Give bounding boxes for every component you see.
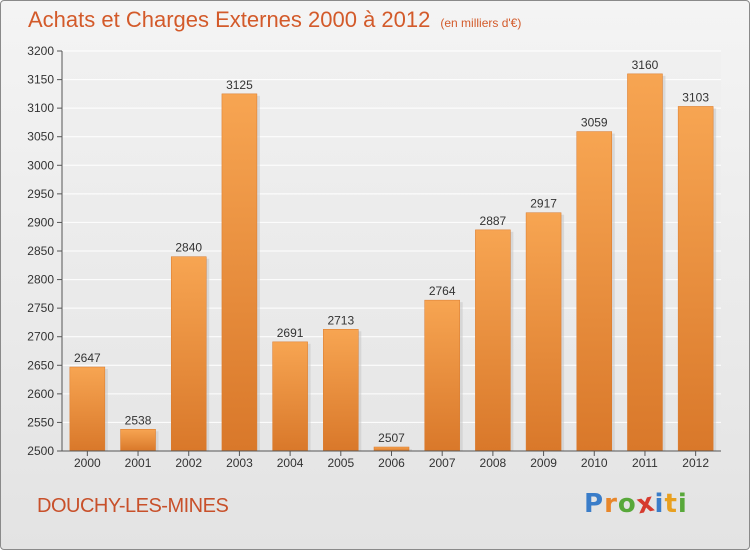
x-tick-label: 2007 <box>429 456 456 470</box>
bar-value-label: 2691 <box>277 326 304 340</box>
bar-2002 <box>170 256 207 452</box>
bar-2007 <box>424 299 460 452</box>
logo-letter: r <box>604 489 618 519</box>
logo-letter: i <box>654 489 665 519</box>
bar-2003 <box>221 93 258 452</box>
y-tick-label: 3000 <box>27 158 54 172</box>
y-tick-label: 2950 <box>27 187 54 201</box>
y-tick-label: 2700 <box>27 330 54 344</box>
bar-2001 <box>120 429 156 452</box>
y-tick-label: 2800 <box>27 273 54 287</box>
chart-title: Achats et Charges Externes 2000 à 2012 <box>28 7 431 32</box>
x-tick-label: 2002 <box>175 456 202 470</box>
bar-2011 <box>627 73 663 452</box>
x-tick-label: 2004 <box>277 456 304 470</box>
y-tick-label: 2850 <box>27 244 54 258</box>
bar-value-label: 2538 <box>125 413 152 427</box>
bar-2004 <box>272 341 308 452</box>
y-tick-label: 3100 <box>27 101 54 115</box>
y-tick-label: 2600 <box>27 387 54 401</box>
bar-value-label: 2840 <box>175 241 202 255</box>
bar-2000 <box>69 366 106 452</box>
logo-letter: i <box>677 489 688 519</box>
x-axis-ticks: 2000 2001 2002 2003 2004 2005 2006 2007 2008 2009… <box>74 451 709 470</box>
logo-letter: o <box>617 489 637 519</box>
y-tick-label: 2750 <box>27 301 54 315</box>
bar-value-label: 3059 <box>581 116 608 130</box>
chart-unit: (en milliers d'€) <box>440 16 522 30</box>
bar-value-label: 3103 <box>682 90 709 104</box>
y-tick-label: 3050 <box>27 130 54 144</box>
x-tick-label: 2000 <box>74 456 101 470</box>
y-tick-label: 2500 <box>27 444 54 458</box>
y-tick-label: 3200 <box>27 44 54 58</box>
logo-letter: P <box>584 489 605 519</box>
logo-letter: t <box>664 489 678 519</box>
town-name: DOUCHY-LES-MINES <box>37 495 229 517</box>
grid-lines <box>62 50 721 452</box>
bar-value-label: 2713 <box>327 313 354 327</box>
x-tick-label: 2001 <box>125 456 152 470</box>
x-tick-label: 2010 <box>581 456 608 470</box>
bar-2010 <box>576 131 613 452</box>
bar-value-label: 2647 <box>74 351 101 365</box>
x-tick-label: 2012 <box>682 456 709 470</box>
bar-value-label: 3125 <box>226 78 253 92</box>
bar-value-label: 2887 <box>480 214 507 228</box>
bar-value-label: 2917 <box>530 197 557 211</box>
x-tick-label: 2008 <box>480 456 507 470</box>
bar-value-label: 2507 <box>378 431 405 445</box>
bars: 2647 2538 2840 3125 2691 2713 2507 2764 2887 2917… <box>69 58 717 452</box>
x-tick-label: 2003 <box>226 456 253 470</box>
bar-2008 <box>475 229 511 452</box>
y-tick-label: 2550 <box>27 415 54 429</box>
bar-2006 <box>373 446 410 452</box>
y-tick-label: 2900 <box>27 215 54 229</box>
y-tick-label: 2650 <box>27 358 54 372</box>
proxiti-logo[interactable]: Proxiti <box>584 487 688 520</box>
chart-header: Achats et Charges Externes 2000 à 2012 (e… <box>28 7 521 33</box>
bar-value-label: 2764 <box>429 284 456 298</box>
y-tick-label: 3150 <box>27 73 54 87</box>
bar-value-label: 3160 <box>632 58 659 72</box>
bar-2009 <box>525 212 562 452</box>
x-tick-label: 2009 <box>530 456 557 470</box>
x-tick-label: 2005 <box>327 456 354 470</box>
bar-2012 <box>677 106 714 452</box>
bar-2005 <box>323 329 359 452</box>
y-axis-ticks: 2500 2550 2600 2650 2700 2750 2800 2850 2900 2950… <box>27 44 62 458</box>
x-tick-label: 2011 <box>632 456 658 470</box>
x-tick-label: 2006 <box>378 456 405 470</box>
